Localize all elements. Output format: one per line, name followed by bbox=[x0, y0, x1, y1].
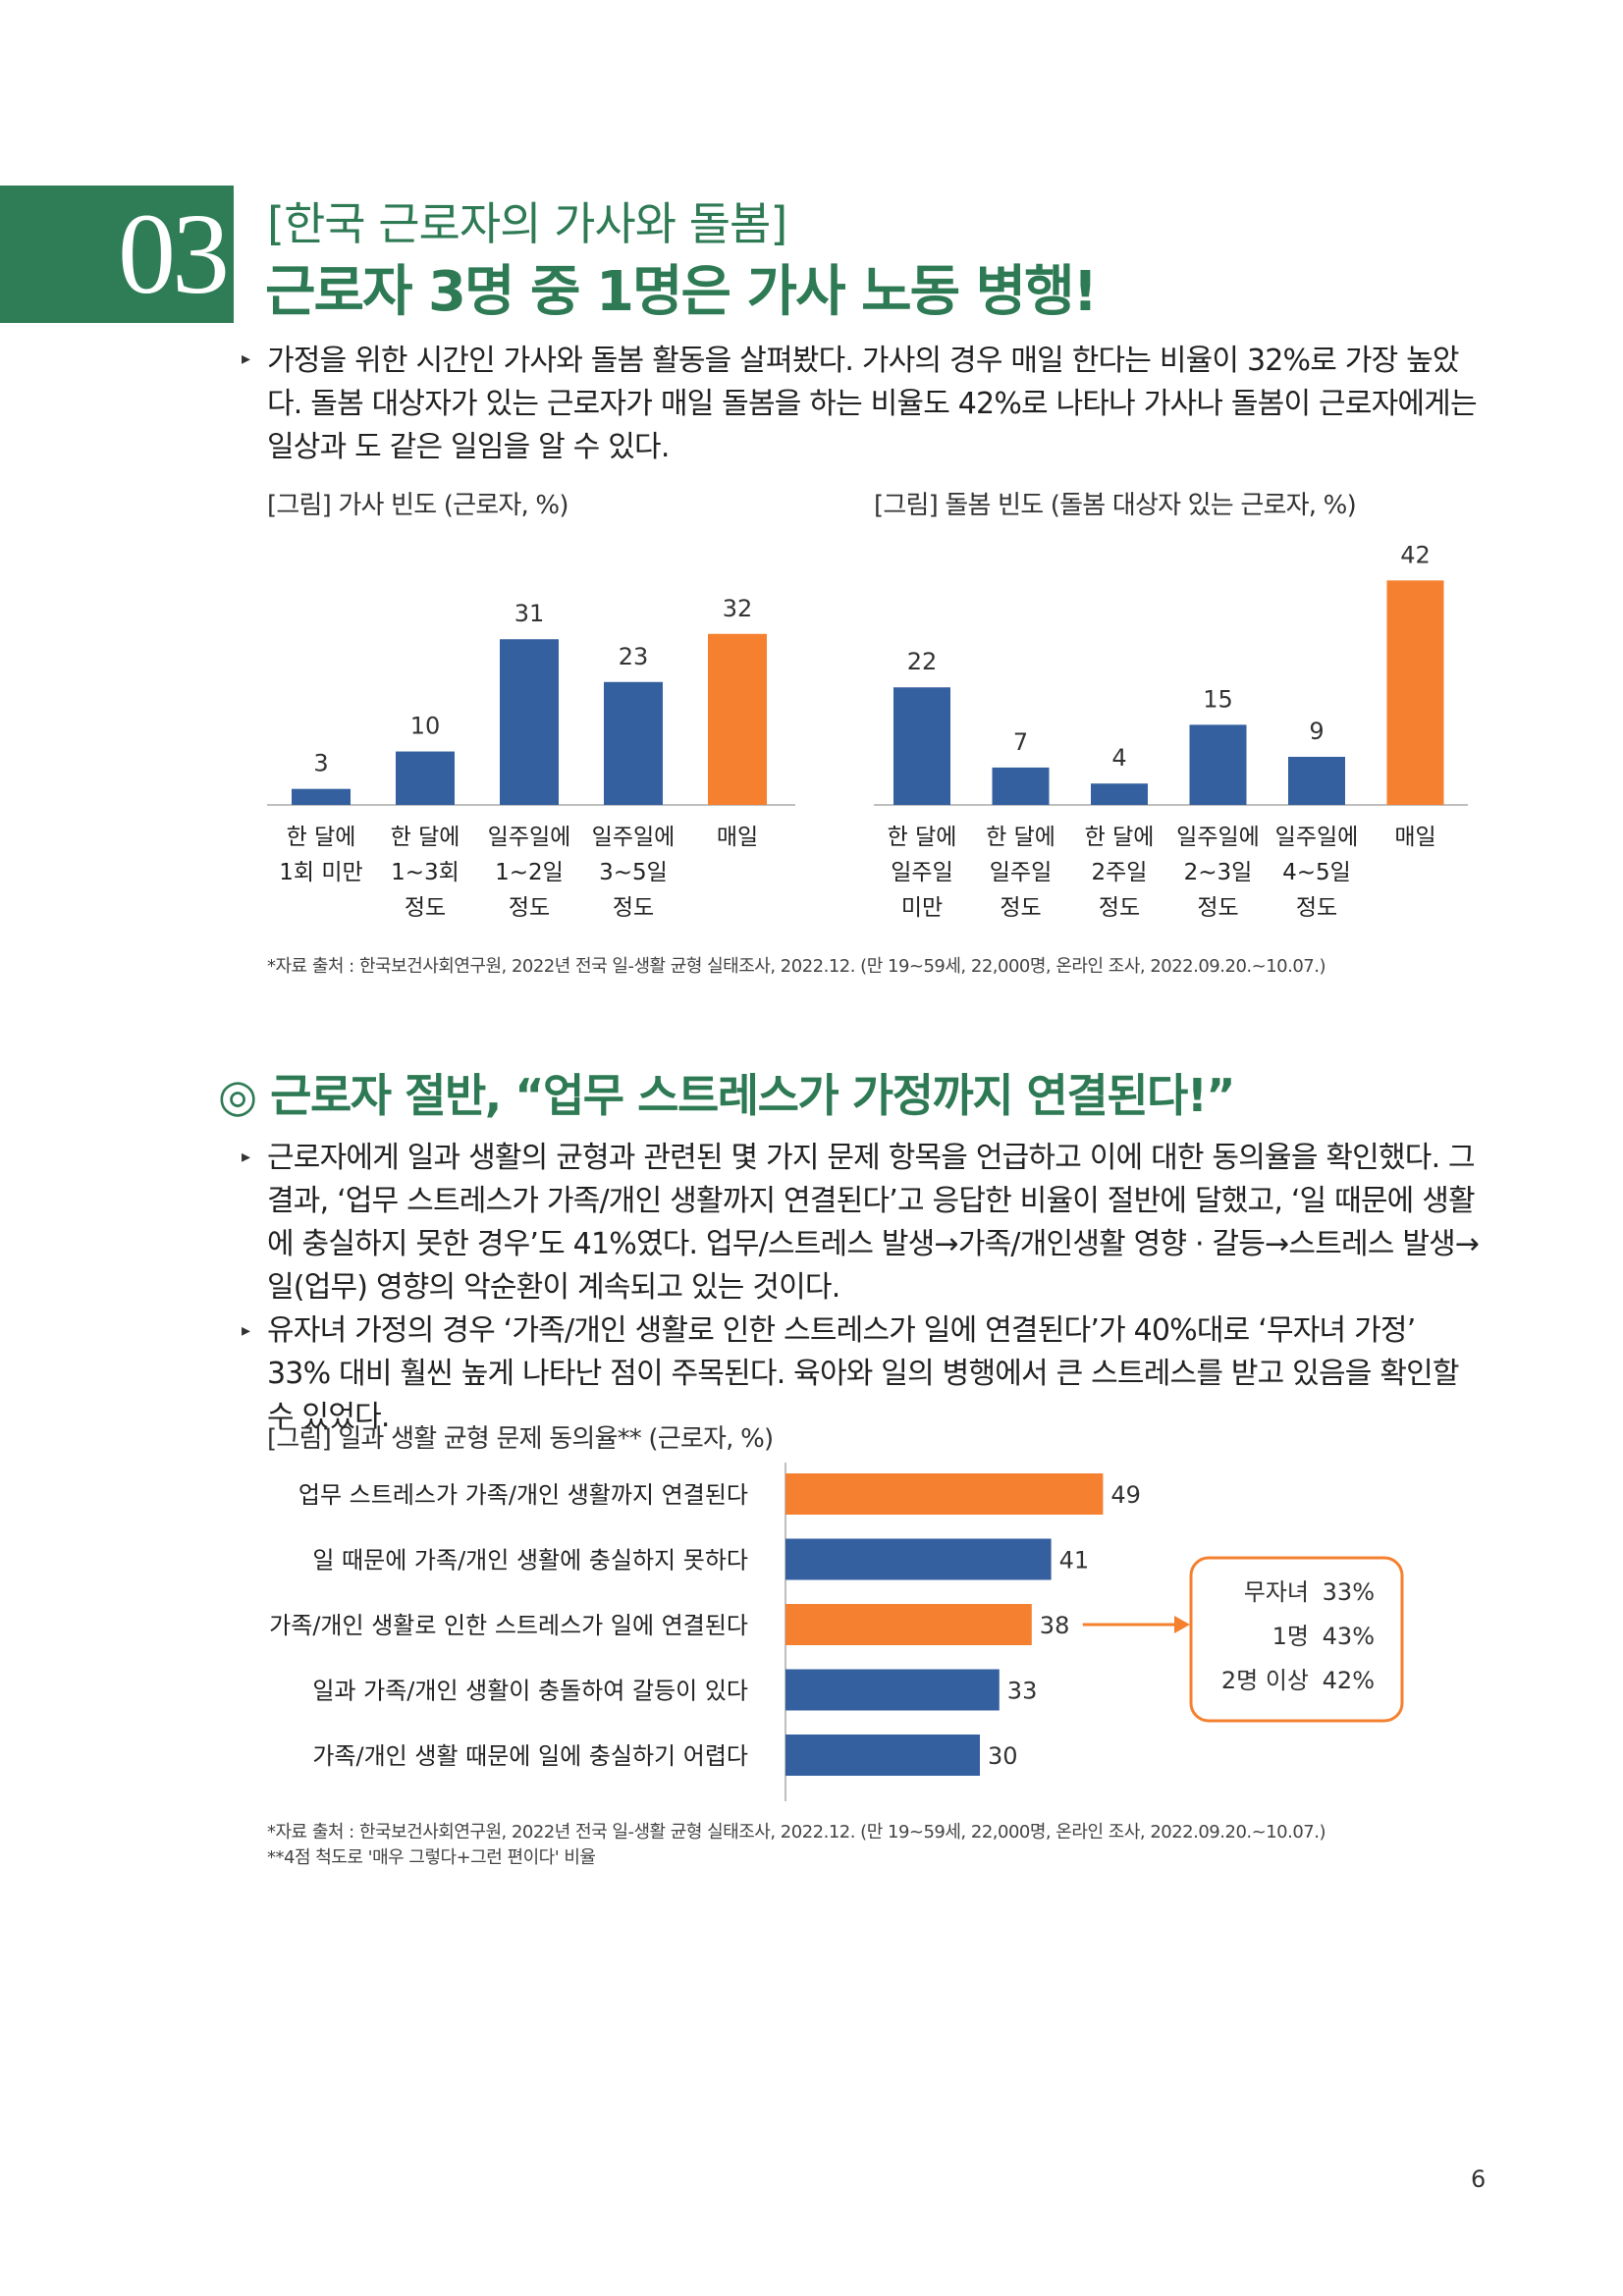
bar bbox=[500, 639, 559, 805]
tick-label: 일주일에 bbox=[1275, 825, 1359, 850]
category-label: 일과 가족/개인 생활이 충돌하여 갈등이 있다 bbox=[312, 1678, 748, 1705]
data-label: 38 bbox=[1040, 1612, 1070, 1639]
tick-label: 2~3일 bbox=[1184, 860, 1253, 885]
tick-label: 정도 bbox=[1296, 895, 1337, 921]
tick-label: 일주일 bbox=[990, 860, 1052, 885]
callout-box bbox=[1189, 1556, 1404, 1723]
tick-label: 한 달에 bbox=[888, 825, 957, 850]
intro-paragraph: 가정을 위한 시간인 가사와 돌봄 활동을 살펴봤다. 가사의 경우 매일 한다… bbox=[267, 344, 1478, 464]
tick-label: 1회 미만 bbox=[279, 860, 362, 885]
bar bbox=[785, 1538, 1052, 1580]
category-label: 가족/개인 생활 때문에 일에 충실하기 어렵다 bbox=[312, 1742, 748, 1770]
tick-label: 정도 bbox=[1099, 895, 1140, 921]
tick-label: 일주일에 bbox=[488, 825, 571, 850]
data-label: 9 bbox=[1309, 718, 1324, 745]
bullet-marker: ▸ bbox=[242, 348, 251, 369]
page-headline: 근로자 3명 중 1명은 가사 노동 병행! bbox=[265, 260, 1098, 324]
source-note-2: *자료 출처 : 한국보건사회연구원, 2022년 전국 일-생활 균형 실태조… bbox=[267, 1822, 1325, 1842]
work-life-balance-chart: 49 업무 스트레스가 가족/개인 생활까지 연결된다 41 일 때문에 가족/개인 … bbox=[269, 1463, 1404, 1801]
tick-label: 일주일에 bbox=[1176, 825, 1260, 850]
bar bbox=[1288, 757, 1345, 805]
tick-label: 한 달에 bbox=[287, 825, 356, 850]
category-label: 업무 스트레스가 가족/개인 생활까지 연결된다 bbox=[298, 1481, 748, 1509]
data-label: 3 bbox=[313, 750, 328, 777]
data-label: 7 bbox=[1013, 728, 1028, 756]
data-label: 31 bbox=[514, 600, 545, 627]
bar bbox=[1189, 724, 1247, 805]
data-label: 22 bbox=[907, 648, 938, 675]
chart2-caption: [그림] 돌봄 빈도 (돌봄 대상자 있는 근로자, %) bbox=[874, 491, 1357, 520]
data-label: 49 bbox=[1110, 1481, 1141, 1509]
section-title: ◎ 근로자 절반, “업무 스트레스가 가정까지 연결된다!” bbox=[218, 1069, 1236, 1122]
callout-label: 무자녀 bbox=[1244, 1578, 1309, 1606]
callout-label: 1명 bbox=[1272, 1623, 1309, 1650]
data-label: 4 bbox=[1111, 744, 1126, 772]
callout-value: 42% bbox=[1323, 1667, 1375, 1694]
bar bbox=[1091, 783, 1148, 805]
tick-label: 매일 bbox=[717, 825, 758, 850]
chart3-plot: 49 업무 스트레스가 가족/개인 생활까지 연결된다 41 일 때문에 가족/개인 … bbox=[269, 1463, 1404, 1801]
data-label: 33 bbox=[1007, 1678, 1038, 1705]
tick-label: 한 달에 bbox=[1085, 825, 1155, 850]
bar bbox=[992, 767, 1050, 805]
callout-label: 2명 이상 bbox=[1221, 1667, 1309, 1694]
tick-label: 미만 bbox=[901, 895, 943, 921]
stress-paragraph-1: 근로자에게 일과 생활의 균형과 관련된 몇 가지 문제 항목을 언급하고 이에… bbox=[267, 1141, 1480, 1305]
chart1-caption: [그림] 가사 빈도 (근로자, %) bbox=[267, 491, 568, 520]
category-label: 가족/개인 생활로 인한 스트레스가 일에 연결된다 bbox=[269, 1612, 748, 1639]
bar bbox=[292, 788, 351, 805]
bullet-marker: ▸ bbox=[242, 1320, 251, 1341]
tick-label: 정도 bbox=[509, 895, 550, 921]
section-number-box bbox=[0, 186, 234, 323]
callout-value: 33% bbox=[1323, 1578, 1375, 1606]
chart3-caption: [그림] 일과 생활 균형 문제 동의율** (근로자, %) bbox=[267, 1424, 774, 1454]
arrow-head-icon bbox=[1174, 1616, 1190, 1633]
page-number: 6 bbox=[1471, 2165, 1487, 2193]
bar bbox=[785, 1473, 1104, 1515]
tick-label: 정도 bbox=[405, 895, 446, 921]
tick-label: 정도 bbox=[1000, 895, 1041, 921]
tick-label: 1~3회 bbox=[391, 860, 460, 885]
tick-label: 3~5일 bbox=[599, 860, 668, 885]
bar bbox=[1386, 580, 1444, 805]
bar bbox=[785, 1735, 980, 1776]
data-label: 10 bbox=[410, 713, 441, 740]
bar bbox=[785, 1604, 1032, 1645]
data-label: 23 bbox=[619, 643, 649, 670]
tick-label: 정도 bbox=[613, 895, 654, 921]
tick-label: 일주일 bbox=[891, 860, 952, 885]
tick-label: 정도 bbox=[1197, 895, 1238, 921]
data-label: 41 bbox=[1059, 1547, 1090, 1575]
bar bbox=[708, 633, 767, 805]
bar bbox=[785, 1669, 1000, 1711]
tick-label: 4~5일 bbox=[1282, 860, 1351, 885]
data-label: 32 bbox=[723, 595, 753, 622]
data-label: 30 bbox=[988, 1742, 1018, 1770]
tick-label: 일주일에 bbox=[592, 825, 676, 850]
section-number: 03 bbox=[118, 189, 230, 318]
callout-value: 43% bbox=[1323, 1623, 1375, 1650]
section-kicker: [한국 근로자의 가사와 돌봄] bbox=[267, 197, 787, 250]
tick-label: 한 달에 bbox=[986, 825, 1055, 850]
data-label: 42 bbox=[1400, 541, 1431, 568]
bar bbox=[396, 751, 455, 805]
stress-paragraph-2: 유자녀 가정의 경우 ‘가족/개인 생활로 인한 스트레스가 일에 연결된다’가… bbox=[267, 1313, 1460, 1434]
bullet-marker: ▸ bbox=[242, 1147, 251, 1167]
tick-label: 매일 bbox=[1394, 825, 1435, 850]
source-note-1: *자료 출처 : 한국보건사회연구원, 2022년 전국 일-생활 균형 실태조… bbox=[267, 956, 1325, 977]
category-label: 일 때문에 가족/개인 생활에 충실하지 못하다 bbox=[312, 1547, 748, 1575]
bar bbox=[893, 687, 950, 805]
footnote: **4점 척도로 '매우 그렇다+그런 편이다' 비율 bbox=[267, 1847, 596, 1868]
tick-label: 한 달에 bbox=[391, 825, 460, 850]
data-label: 15 bbox=[1203, 685, 1233, 713]
bar bbox=[604, 681, 663, 805]
tick-label: 2주일 bbox=[1092, 860, 1148, 885]
tick-label: 1~2일 bbox=[495, 860, 564, 885]
